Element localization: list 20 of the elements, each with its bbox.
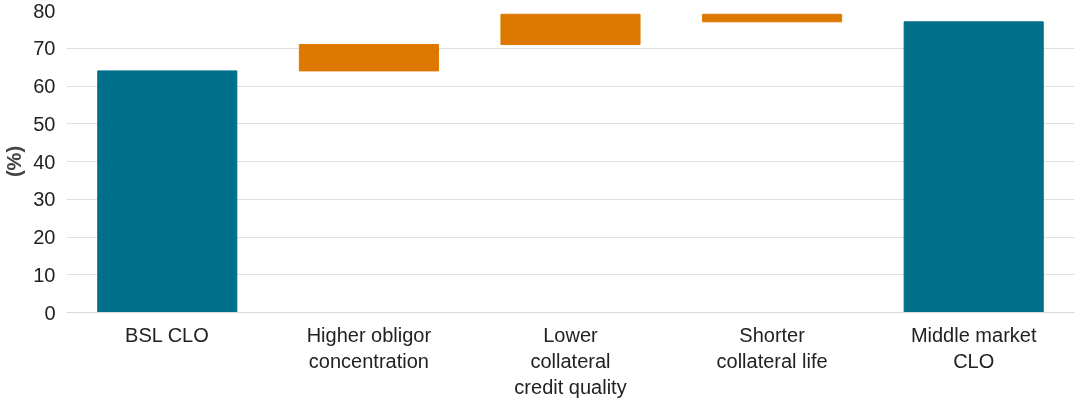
bar xyxy=(903,21,1044,313)
y-tick-label: 30 xyxy=(33,188,56,211)
x-tick-label: Shorter collateral life xyxy=(716,323,828,372)
y-tick-label: 0 xyxy=(44,301,56,324)
x-tick-label: Middle market CLO xyxy=(910,323,1037,372)
y-tick-label: 80 xyxy=(33,0,56,22)
bar xyxy=(500,13,641,45)
bar xyxy=(298,43,439,72)
bar xyxy=(702,13,843,23)
y-tick-label: 70 xyxy=(33,37,56,60)
y-tick-label: 40 xyxy=(33,150,56,173)
bar xyxy=(97,70,238,313)
x-tick-label: Higher obligor concentration xyxy=(306,323,432,372)
y-tick-label: 60 xyxy=(33,75,56,97)
x-tick-label: Lower collateral credit quality xyxy=(514,323,627,399)
y-tick-label: 20 xyxy=(33,226,56,248)
x-tick-label: BSL CLO xyxy=(125,323,209,346)
y-axis-title: (%) xyxy=(3,145,26,178)
y-tick-label: 10 xyxy=(33,263,56,286)
y-tick-label: 50 xyxy=(33,112,56,135)
